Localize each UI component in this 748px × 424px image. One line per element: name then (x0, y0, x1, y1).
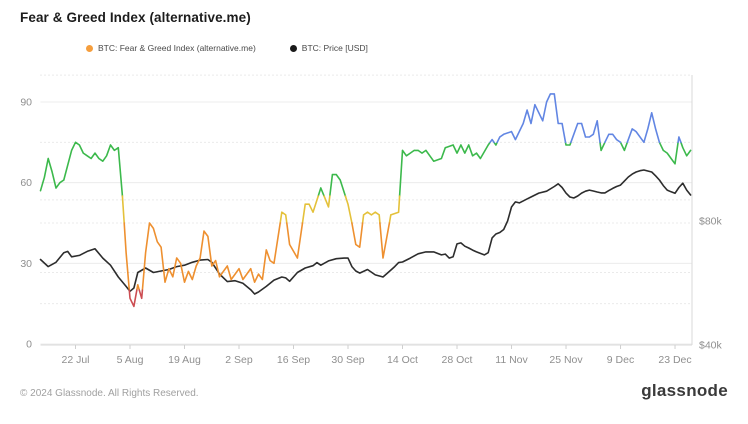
legend: BTC: Fear & Greed Index (alternative.me)… (86, 43, 368, 53)
y-right-tick-label: $40k (699, 340, 723, 352)
fear-greed-line-segment (123, 222, 391, 291)
x-tick-label: 9 Dec (607, 354, 634, 366)
fear-greed-line-segment (121, 195, 401, 224)
x-tick-label: 19 Aug (168, 354, 201, 366)
y-right-tick-label: $80k (699, 216, 723, 228)
x-tick-label: 25 Nov (549, 354, 583, 366)
fear-greed-legend-dot-icon (86, 44, 93, 52)
copyright-text: © 2024 Glassnode. All Rights Reserved. (20, 388, 199, 399)
x-tick-label: 2 Sep (225, 354, 253, 366)
page-title: Fear & Greed Index (alternative.me) (20, 10, 251, 25)
x-tick-label: 23 Dec (658, 354, 691, 366)
x-tick-label: 30 Sep (331, 354, 364, 366)
legend-label: BTC: Fear & Greed Index (alternative.me) (98, 43, 256, 53)
legend-label: BTC: Price [USD] (301, 43, 368, 53)
price-line (39, 169, 692, 295)
x-tick-label: 22 Jul (61, 354, 89, 366)
legend-item-price[interactable]: BTC: Price [USD] (289, 43, 368, 53)
fear-greed-line-segment (489, 93, 682, 144)
x-tick-label: 28 Oct (442, 354, 473, 366)
x-tick-label: 16 Sep (277, 354, 310, 366)
price-legend-dot-icon (289, 44, 297, 52)
fear-greed-line-segment (128, 289, 144, 308)
glassnode-logo: glassnode (641, 381, 728, 400)
y-left-tick-label: 60 (20, 177, 32, 189)
x-tick-label: 5 Aug (117, 354, 144, 366)
y-left-tick-label: 90 (20, 96, 32, 108)
x-tick-label: 14 Oct (387, 354, 418, 366)
fear-greed-line-segment (39, 141, 692, 197)
y-left-tick-label: 30 (20, 258, 32, 270)
x-tick-label: 11 Nov (495, 354, 528, 366)
legend-item-fear-greed[interactable]: BTC: Fear & Greed Index (alternative.me) (86, 43, 256, 53)
y-left-tick-label: 0 (26, 339, 32, 351)
